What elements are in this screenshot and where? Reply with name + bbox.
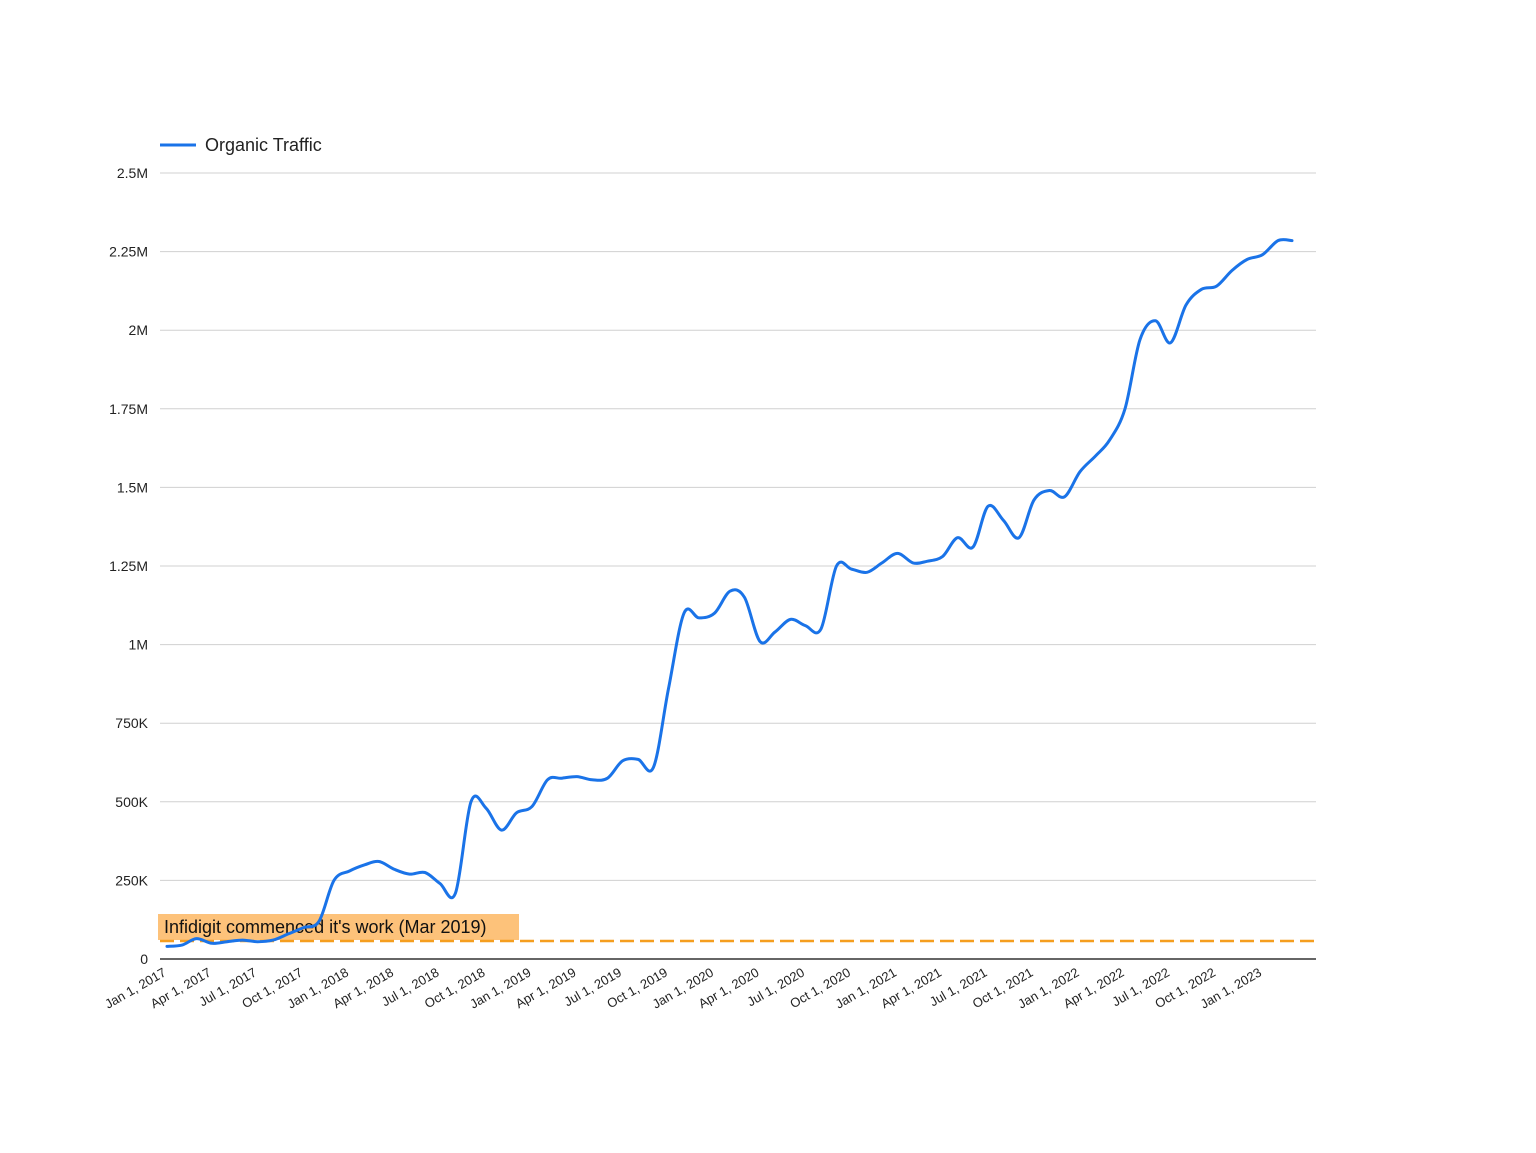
- legend: Organic Traffic: [160, 135, 322, 155]
- y-tick-label: 250K: [115, 872, 148, 888]
- y-axis: 0 250K 500K 750K 1M 1.25M 1.5M 1.75M 2M 2.25M 2.5M: [109, 165, 149, 967]
- y-tick-label: 750K: [115, 715, 148, 731]
- y-tick-label: 2.5M: [117, 165, 148, 181]
- y-tick-label: 500K: [115, 794, 148, 810]
- y-tick-label: 2.25M: [109, 244, 148, 260]
- grid: [160, 172, 1316, 960]
- legend-label: Organic Traffic: [205, 135, 322, 155]
- series-line-organic-traffic: [165, 238, 1294, 948]
- y-tick-label: 2M: [129, 322, 148, 338]
- y-tick-label: 1M: [129, 637, 148, 653]
- annotation-label-bg: [158, 914, 519, 940]
- series-group: [165, 238, 1294, 948]
- y-tick-label: 1.75M: [109, 401, 148, 417]
- y-tick-label: 1.5M: [117, 479, 148, 495]
- annotation: Infidigit commenced it's work (Mar 2019): [158, 914, 1316, 943]
- y-tick-label: 1.25M: [109, 558, 148, 574]
- annotation-label: Infidigit commenced it's work (Mar 2019): [164, 917, 487, 937]
- y-tick-label: 0: [140, 951, 148, 967]
